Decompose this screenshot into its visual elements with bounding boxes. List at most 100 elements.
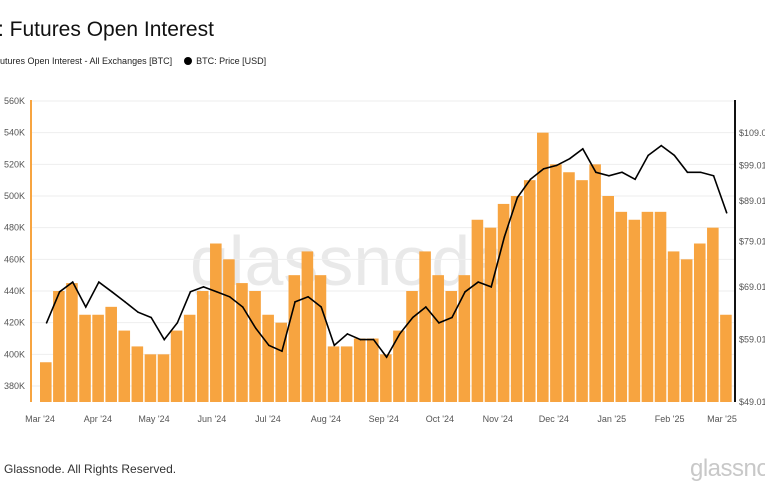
oi-bar (693, 243, 706, 402)
oi-bar (707, 227, 719, 402)
oi-bar (680, 259, 693, 402)
oi-bar (118, 330, 131, 402)
oi-bar (576, 180, 588, 402)
price-point (477, 281, 479, 283)
price-point (464, 291, 466, 293)
price-point (137, 311, 139, 314)
oi-bar (641, 211, 654, 402)
price-point (673, 154, 676, 157)
left-tick-label: 420K (4, 318, 25, 328)
oi-bar (105, 306, 117, 402)
oi-bar (432, 275, 444, 402)
price-point (555, 164, 558, 167)
oi-bar (275, 322, 288, 402)
price-point (660, 144, 663, 147)
oi-bar (654, 211, 667, 402)
oi-bar (628, 219, 641, 402)
left-tick-label: 460K (4, 254, 25, 264)
left-tick-label: 500K (4, 191, 25, 201)
oi-bar (589, 164, 601, 402)
oi-bar (445, 291, 458, 402)
x-tick-label: Feb '25 (655, 414, 685, 424)
oi-bar (288, 275, 301, 402)
oi-bar (393, 330, 405, 402)
oi-bar (210, 243, 222, 402)
oi-bar (484, 227, 497, 402)
x-tick-label: Mar '24 (25, 414, 55, 424)
price-point (490, 286, 493, 288)
oi-bar (327, 346, 340, 402)
price-point (425, 306, 427, 308)
x-tick-label: Jan '25 (597, 414, 626, 424)
price-point (320, 306, 323, 308)
chart-title: : Futures Open Interest (0, 18, 214, 41)
price-point (451, 316, 453, 319)
price-point (176, 322, 179, 324)
oi-bar (53, 291, 65, 402)
left-tick-label: 520K (4, 159, 25, 169)
price-point (346, 333, 349, 335)
left-tick-label: 480K (4, 223, 25, 233)
price-point (45, 322, 48, 324)
left-tick-label: 540K (4, 128, 25, 138)
price-point (359, 338, 362, 341)
oi-bar (301, 251, 314, 402)
price-point (163, 338, 166, 341)
oi-bar (419, 251, 431, 402)
oi-bar (550, 164, 562, 402)
oi-bar (236, 283, 248, 402)
oi-bar (340, 346, 353, 402)
oi-bar (79, 314, 91, 402)
price-point (294, 301, 296, 303)
price-point (281, 350, 283, 352)
price-point (111, 291, 113, 293)
oi-bar (66, 283, 78, 402)
oi-bar (314, 275, 327, 402)
price-point (58, 291, 61, 293)
right-tick-label: $49.01k (739, 397, 765, 407)
right-tick-label: $59.01k (739, 335, 765, 345)
x-tick-label: Jun '24 (198, 414, 227, 424)
price-point (228, 295, 231, 298)
oi-bar (380, 354, 392, 402)
price-point (241, 306, 244, 308)
oi-bar (183, 314, 196, 402)
oi-bar (667, 251, 680, 402)
right-tick-label: $69.01k (739, 282, 765, 292)
price-point (568, 157, 571, 160)
price-point (372, 338, 375, 341)
oi-bar (510, 196, 523, 402)
legend-oi[interactable]: utures Open Interest - All Exchanges [BT… (0, 56, 173, 66)
x-tick-label: Oct '24 (426, 414, 454, 424)
oi-bar (196, 291, 209, 402)
price-point (398, 333, 401, 335)
x-tick-label: Nov '24 (483, 414, 513, 424)
oi-bar (537, 132, 549, 402)
oi-bar (523, 180, 536, 402)
price-point (202, 286, 205, 288)
price-point (189, 291, 192, 293)
right-tick-label: $79.01k (739, 236, 765, 246)
x-tick-label: Apr '24 (84, 414, 112, 424)
price-point (647, 154, 649, 157)
copyright: Glassnode. All Rights Reserved. (4, 462, 177, 476)
x-tick-label: May '24 (138, 414, 169, 424)
oi-bar (366, 338, 379, 402)
price-point (712, 174, 715, 177)
price-point (411, 316, 414, 319)
oi-bar (157, 354, 170, 402)
price-point (608, 174, 610, 177)
price-point (686, 171, 689, 174)
oi-bar (223, 259, 235, 402)
price-point (699, 171, 702, 174)
oi-bar (615, 211, 628, 402)
price-point (581, 148, 584, 150)
oi-bar (262, 314, 274, 402)
oi-bar (471, 219, 484, 402)
legend-price[interactable]: BTC: Price [USD] (184, 56, 266, 66)
oi-bar (170, 330, 183, 402)
oi-bar (40, 362, 52, 402)
oi-bar (92, 314, 104, 402)
left-tick-label: 560K (4, 96, 25, 106)
right-tick-label: $109.01k (739, 128, 765, 138)
